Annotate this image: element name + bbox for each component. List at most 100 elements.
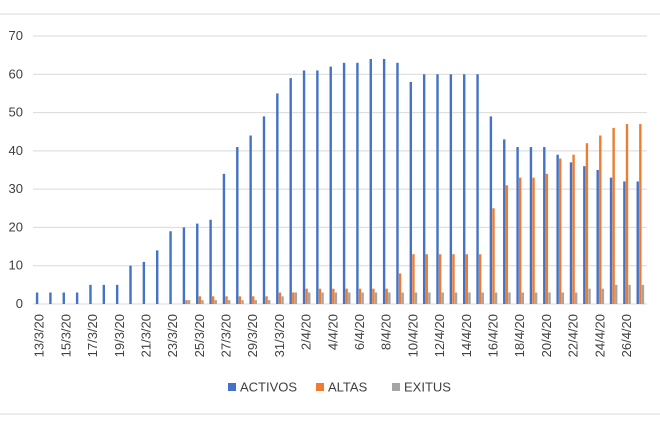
bar-exitus bbox=[241, 300, 244, 304]
bar-activos bbox=[89, 284, 92, 304]
bar-altas bbox=[238, 296, 242, 304]
bar-exitus bbox=[227, 300, 231, 304]
x-tick-label: 29/3/20 bbox=[245, 314, 260, 357]
bar-activos bbox=[169, 231, 172, 304]
legend-label-activos: ACTIVOS bbox=[240, 380, 297, 395]
bar-altas bbox=[492, 208, 495, 304]
bar-altas bbox=[625, 124, 629, 304]
bar-activos bbox=[556, 154, 559, 304]
bar-exitus bbox=[401, 292, 404, 304]
bar-exitus bbox=[281, 296, 284, 304]
bar-activos bbox=[369, 58, 372, 304]
bar-activos bbox=[636, 181, 639, 304]
bar-exitus bbox=[481, 292, 484, 304]
bar-altas bbox=[225, 296, 228, 304]
bar-altas bbox=[438, 254, 442, 304]
bar-exitus bbox=[548, 292, 551, 304]
bar-exitus bbox=[561, 292, 565, 304]
bar-altas bbox=[265, 296, 268, 304]
bar-altas bbox=[585, 143, 589, 304]
bar-altas bbox=[559, 158, 562, 304]
bar-activos bbox=[476, 74, 479, 305]
x-tick-label: 31/3/20 bbox=[272, 314, 287, 357]
bar-exitus bbox=[348, 292, 351, 304]
bar-altas bbox=[252, 296, 255, 304]
x-tick-label: 10/4/20 bbox=[405, 314, 420, 357]
x-tick-label: 24/4/20 bbox=[592, 314, 607, 357]
bar-activos bbox=[62, 292, 65, 304]
x-tick-label: 6/4/20 bbox=[352, 314, 367, 350]
bar-activos bbox=[583, 166, 586, 304]
bar-exitus bbox=[201, 300, 204, 304]
x-tick-label: 26/4/20 bbox=[619, 314, 634, 357]
x-tick-label: 2/4/20 bbox=[299, 314, 314, 350]
bar-altas bbox=[465, 254, 469, 304]
bar-exitus bbox=[254, 300, 258, 304]
bar-activos bbox=[316, 70, 319, 304]
bar-exitus bbox=[361, 292, 364, 304]
bar-altas bbox=[318, 288, 322, 304]
bar-altas bbox=[358, 288, 362, 304]
bar-exitus bbox=[641, 284, 645, 304]
gridlines bbox=[33, 35, 647, 305]
bar-activos bbox=[329, 66, 332, 304]
bar-activos bbox=[142, 261, 146, 304]
bar-activos bbox=[276, 93, 279, 304]
x-tick-label: 4/4/20 bbox=[325, 314, 340, 350]
bar-activos bbox=[569, 162, 573, 304]
legend-swatch-activos bbox=[228, 383, 236, 391]
y-tick-label: 20 bbox=[9, 219, 23, 234]
bars bbox=[35, 58, 645, 305]
bar-activos bbox=[236, 147, 239, 304]
bar-activos bbox=[115, 284, 119, 304]
bar-exitus bbox=[388, 292, 391, 304]
bar-altas bbox=[412, 254, 415, 304]
bar-altas bbox=[345, 288, 348, 304]
x-tick-label: 25/3/20 bbox=[192, 314, 207, 357]
x-tick-label: 20/4/20 bbox=[539, 314, 554, 357]
legend: ACTIVOS ALTAS EXITUS bbox=[228, 380, 451, 395]
bar-altas bbox=[639, 124, 642, 304]
bar-activos bbox=[529, 147, 533, 304]
bar-activos bbox=[422, 74, 426, 305]
bar-altas bbox=[545, 173, 549, 304]
bar-activos bbox=[396, 62, 399, 304]
bar-activos bbox=[449, 74, 453, 305]
y-tick-label: 40 bbox=[9, 143, 23, 158]
bar-activos bbox=[503, 139, 506, 304]
bar-exitus bbox=[187, 300, 191, 304]
bar-altas bbox=[425, 254, 428, 304]
bar-altas bbox=[599, 135, 602, 304]
bar-altas bbox=[332, 288, 335, 304]
x-tick-label: 22/4/20 bbox=[566, 314, 581, 357]
y-tick-label: 50 bbox=[9, 105, 23, 120]
bar-activos bbox=[623, 181, 626, 304]
x-tick-label: 15/3/20 bbox=[58, 314, 73, 357]
y-tick-label: 30 bbox=[9, 181, 23, 196]
y-tick-label: 60 bbox=[9, 66, 23, 81]
legend-label-altas: ALTAS bbox=[328, 380, 368, 395]
bar-exitus bbox=[454, 292, 458, 304]
bar-exitus bbox=[534, 292, 538, 304]
x-tick-label: 13/3/20 bbox=[32, 314, 47, 357]
y-axis-tick-labels: 0 10 20 30 40 50 60 70 bbox=[9, 28, 23, 311]
bar-altas bbox=[211, 296, 215, 304]
bar-altas bbox=[185, 300, 188, 304]
bar-activos bbox=[543, 147, 546, 304]
bar-activos bbox=[35, 292, 39, 304]
bar-activos bbox=[102, 284, 106, 304]
bar-altas bbox=[372, 288, 375, 304]
bar-altas bbox=[385, 288, 388, 304]
x-tick-label: 17/3/20 bbox=[85, 314, 100, 357]
x-tick-label: 23/3/20 bbox=[165, 314, 180, 357]
x-tick-label: 27/3/20 bbox=[219, 314, 234, 357]
bar-altas bbox=[505, 185, 509, 304]
bar-exitus bbox=[588, 288, 591, 304]
bar-exitus bbox=[428, 292, 431, 304]
bar-exitus bbox=[615, 284, 618, 304]
bar-activos bbox=[156, 250, 159, 304]
bar-activos bbox=[222, 173, 226, 304]
legend-swatch-altas bbox=[316, 383, 324, 391]
